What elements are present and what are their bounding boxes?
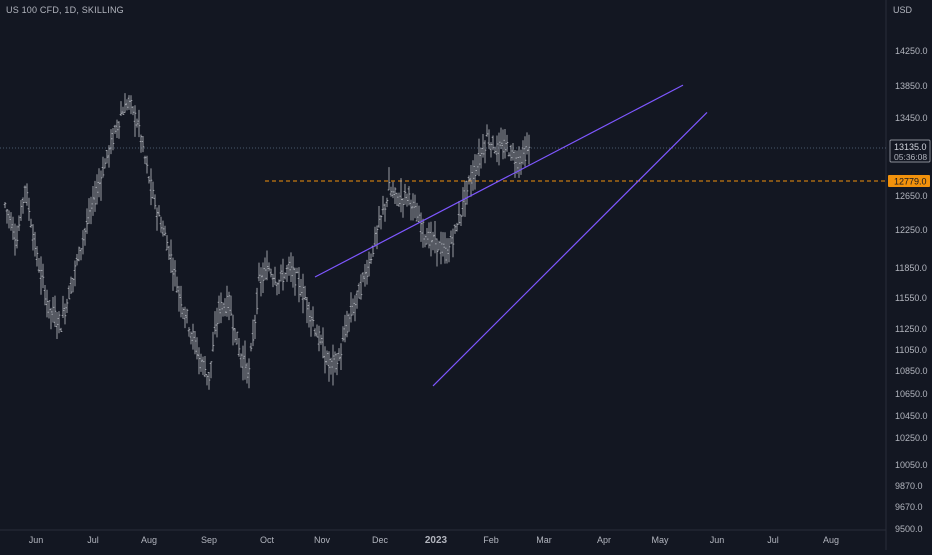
- x-tick-label: Jun: [29, 535, 44, 545]
- y-tick-label: 10050.0: [895, 460, 928, 470]
- y-tick-label: 12650.0: [895, 191, 928, 201]
- y-tick-label: 13850.0: [895, 81, 928, 91]
- y-tick-label: 12250.0: [895, 225, 928, 235]
- wedge-lower-line[interactable]: [432, 111, 708, 387]
- wedge-upper-line[interactable]: [314, 84, 684, 278]
- x-tick-label: Aug: [823, 535, 839, 545]
- y-tick-label: 11250.0: [895, 324, 927, 334]
- countdown-label: 05:36:08: [894, 152, 927, 162]
- x-tick-label: Mar: [536, 535, 552, 545]
- x-tick-label: Jul: [87, 535, 99, 545]
- x-tick-label: Apr: [597, 535, 611, 545]
- x-tick-label: 2023: [425, 535, 448, 546]
- current-price-badge: [889, 139, 931, 163]
- y-tick-label: 10650.0: [895, 389, 928, 399]
- y-tick-label: 13450.0: [895, 113, 928, 123]
- y-tick-label: 14250.0: [895, 46, 928, 56]
- x-tick-label: Oct: [260, 535, 275, 545]
- y-tick-label: 11550.0: [895, 293, 927, 303]
- x-tick-label: Feb: [483, 535, 499, 545]
- y-tick-label: 9670.0: [895, 502, 923, 512]
- y-tick-label: 9500.0: [895, 524, 923, 534]
- current-price-label: 13135.0: [894, 142, 927, 152]
- x-tick-label: Jul: [767, 535, 779, 545]
- y-tick-label: 11050.0: [895, 345, 927, 355]
- support-price-badge: [888, 175, 930, 187]
- y-tick-label: 10250.0: [895, 433, 928, 443]
- y-tick-label: 11850.0: [895, 263, 927, 273]
- x-tick-label: May: [651, 535, 669, 545]
- symbol-title: US 100 CFD, 1D, SKILLING: [6, 5, 124, 15]
- support-price-label: 12779.0: [894, 177, 927, 187]
- currency-label: USD: [893, 5, 913, 15]
- y-tick-label: 10450.0: [895, 411, 928, 421]
- x-tick-label: Sep: [201, 535, 217, 545]
- x-tick-label: Dec: [372, 535, 389, 545]
- x-tick-label: Nov: [314, 535, 331, 545]
- y-tick-label: 9870.0: [895, 481, 923, 491]
- x-tick-label: Aug: [141, 535, 157, 545]
- x-tick-label: Jun: [710, 535, 725, 545]
- y-tick-label: 10850.0: [895, 366, 928, 376]
